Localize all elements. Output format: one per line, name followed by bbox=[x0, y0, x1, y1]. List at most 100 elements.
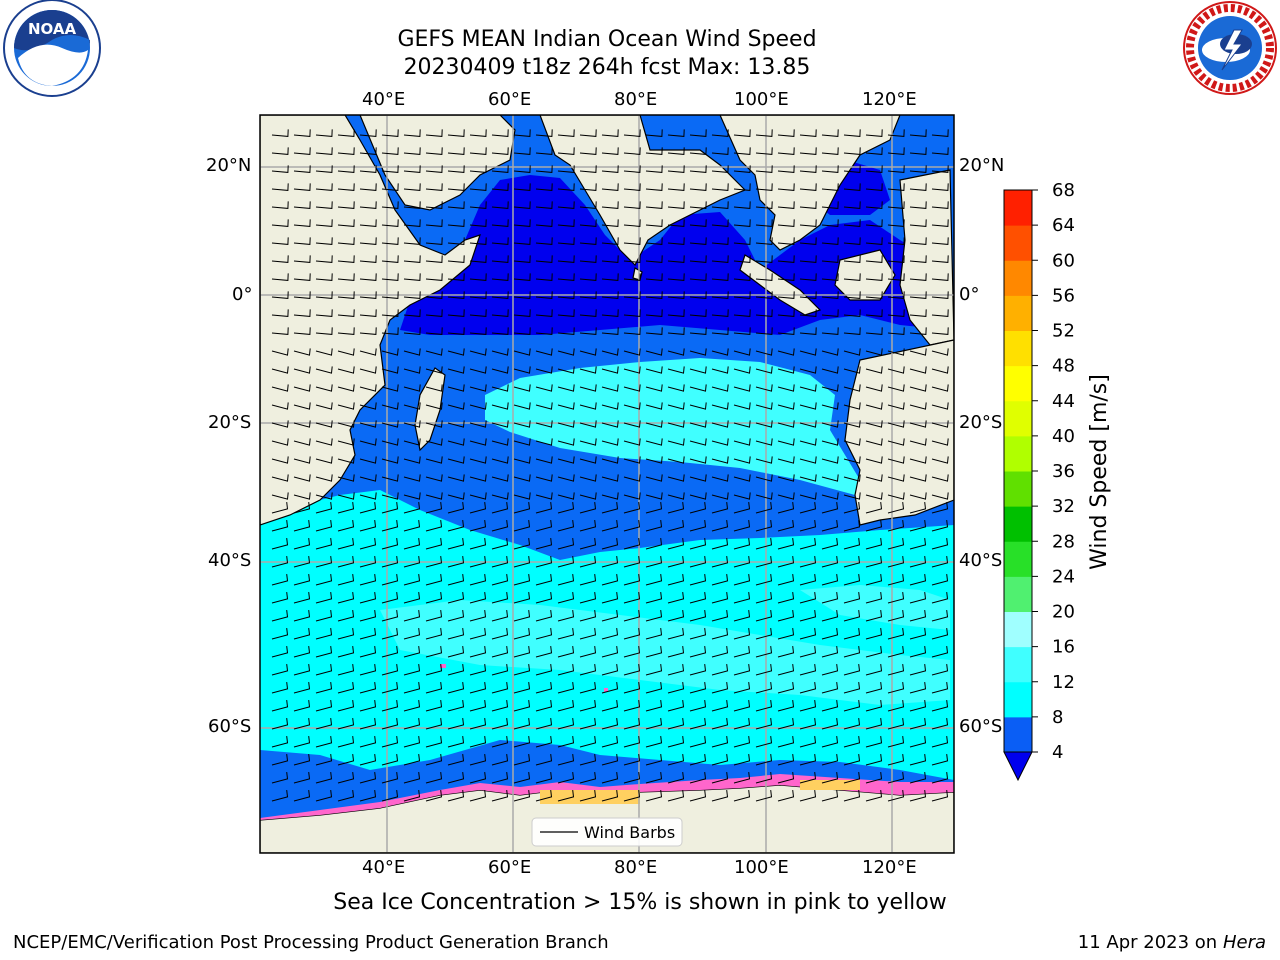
wind-barb bbox=[909, 165, 927, 173]
wind-barb bbox=[843, 628, 861, 640]
wind-barb bbox=[513, 402, 531, 410]
wind-barb bbox=[645, 790, 663, 802]
wind-barb bbox=[469, 682, 487, 694]
wind-barb bbox=[865, 592, 883, 604]
wind-barb bbox=[799, 556, 817, 568]
wind-barb bbox=[579, 348, 597, 356]
wind-barb bbox=[557, 682, 575, 694]
wind-barb bbox=[337, 772, 355, 784]
wind-barb bbox=[293, 610, 311, 622]
wind-barb bbox=[843, 420, 861, 428]
wind-barb bbox=[909, 790, 927, 802]
wind-barb bbox=[843, 183, 861, 191]
wind-barb bbox=[469, 201, 487, 209]
wind-barb bbox=[579, 520, 597, 532]
colorbar-swatch bbox=[1004, 681, 1032, 718]
wind-barb bbox=[271, 790, 289, 802]
wind-barb bbox=[403, 309, 421, 317]
wind-barb bbox=[689, 700, 707, 712]
wind-barb bbox=[271, 736, 289, 748]
wind-barb bbox=[469, 237, 487, 245]
wind-barb bbox=[623, 165, 641, 173]
wind-barb bbox=[623, 492, 641, 500]
wind-barb bbox=[931, 538, 949, 550]
wind-barb bbox=[733, 492, 751, 500]
wind-barb bbox=[931, 147, 949, 155]
wind-barb bbox=[711, 736, 729, 748]
wind-barb bbox=[843, 520, 861, 532]
wind-barb bbox=[271, 772, 289, 784]
wind-barb bbox=[887, 754, 905, 766]
wind-barb bbox=[403, 327, 421, 335]
southeast-asia-land bbox=[719, 115, 901, 251]
wind-barb bbox=[293, 538, 311, 550]
wind-barb bbox=[799, 366, 817, 374]
colorbar-swatch bbox=[1004, 400, 1032, 437]
wind-barb bbox=[931, 718, 949, 730]
wind-barb bbox=[755, 520, 773, 532]
wind-barb bbox=[359, 754, 377, 766]
wind-barb bbox=[887, 736, 905, 748]
wind-barb bbox=[667, 682, 685, 694]
wind-barb bbox=[403, 348, 421, 356]
wind-barb bbox=[909, 147, 927, 155]
wind-barb bbox=[447, 646, 465, 658]
wind-barb bbox=[447, 718, 465, 730]
wind-barb bbox=[623, 772, 641, 784]
wind-barb bbox=[337, 646, 355, 658]
lat-label-left: 20°N bbox=[206, 155, 252, 176]
wind-barb bbox=[777, 273, 795, 281]
wind-barb bbox=[579, 682, 597, 694]
wind-barb bbox=[469, 147, 487, 155]
wind-barb bbox=[491, 291, 509, 299]
wind-barb bbox=[447, 420, 465, 428]
wind-barb bbox=[491, 520, 509, 532]
wind-barb bbox=[359, 772, 377, 784]
wind-barb bbox=[755, 384, 773, 392]
wind-barb bbox=[733, 520, 751, 532]
wind-barb bbox=[667, 327, 685, 335]
colorbar-tick-label: 20 bbox=[1052, 602, 1075, 623]
wind-barb bbox=[931, 456, 949, 464]
wind-barb bbox=[403, 718, 421, 730]
wind-barb bbox=[865, 574, 883, 586]
wind-barb bbox=[425, 772, 443, 784]
wind-barb bbox=[491, 718, 509, 730]
wind-barb bbox=[645, 273, 663, 281]
wind-barb bbox=[535, 255, 553, 263]
wind-barb bbox=[645, 736, 663, 748]
wind-barb bbox=[843, 237, 861, 245]
wind-barb bbox=[425, 219, 443, 227]
wind-barb bbox=[535, 147, 553, 155]
wind-barb bbox=[909, 456, 927, 464]
wind-barb bbox=[689, 129, 707, 137]
lat-label-left: 60°S bbox=[208, 716, 252, 737]
wind-barb bbox=[711, 165, 729, 173]
wind-barb bbox=[711, 255, 729, 263]
wind-barb bbox=[579, 628, 597, 640]
wind-barb bbox=[403, 682, 421, 694]
wind-barb bbox=[425, 384, 443, 392]
wind-barb bbox=[777, 327, 795, 335]
wind-barb bbox=[601, 474, 619, 482]
wind-barb bbox=[381, 237, 399, 245]
wind-barb bbox=[645, 291, 663, 299]
wind-barb bbox=[623, 736, 641, 748]
wind-barb bbox=[645, 538, 663, 550]
wind-barb bbox=[865, 474, 883, 482]
wind-barb bbox=[469, 520, 487, 532]
wind-barb bbox=[337, 474, 355, 482]
wind-barb bbox=[711, 556, 729, 568]
wind-barb bbox=[865, 456, 883, 464]
wind-barb bbox=[513, 438, 531, 446]
wind-barb bbox=[733, 628, 751, 640]
wind-barb bbox=[491, 438, 509, 446]
colorbar-swatch bbox=[1004, 330, 1032, 367]
wind-barb bbox=[579, 592, 597, 604]
wind-barb bbox=[381, 402, 399, 410]
wind-barb bbox=[447, 664, 465, 676]
madagascar-land bbox=[414, 367, 446, 452]
wind-barb bbox=[579, 327, 597, 335]
wind-barb bbox=[359, 592, 377, 604]
wind-barb bbox=[799, 183, 817, 191]
